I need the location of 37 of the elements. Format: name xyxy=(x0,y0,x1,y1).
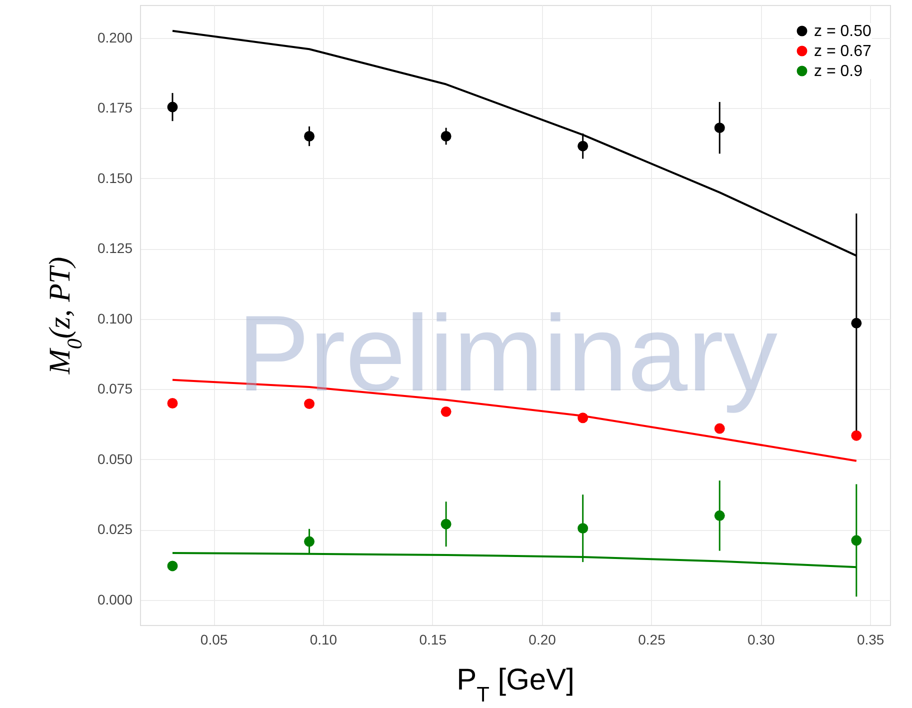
x-tick-label: 0.30 xyxy=(748,632,775,648)
x-tick-label: 0.35 xyxy=(856,632,884,648)
legend-label: z = 0.67 xyxy=(814,43,872,60)
point xyxy=(440,131,452,142)
x-axis-title: P$_{T}$ [GeV] xyxy=(456,664,574,706)
point xyxy=(851,535,862,546)
point xyxy=(578,412,588,424)
y-tick-label: 0.050 xyxy=(97,450,133,467)
x-tick-label: 0.10 xyxy=(310,632,338,648)
y-tick-label: 0.075 xyxy=(97,380,133,397)
annotation: Preliminary xyxy=(237,292,778,414)
point xyxy=(440,518,452,530)
x-tick-label: 0.15 xyxy=(419,632,447,648)
legend-label: z = 0.50 xyxy=(814,23,872,40)
point xyxy=(851,430,862,441)
y-tick-label: 0.150 xyxy=(97,170,133,186)
y-tick-label: 0.000 xyxy=(97,591,133,608)
x-tick-label: 0.05 xyxy=(200,632,228,648)
point xyxy=(578,523,588,534)
point xyxy=(578,140,588,152)
y-tick-label: 0.025 xyxy=(97,521,133,538)
y-tick-label: 0.125 xyxy=(97,240,133,256)
point xyxy=(714,510,725,521)
point xyxy=(714,423,725,434)
point xyxy=(167,560,178,572)
point xyxy=(167,398,178,408)
x-tick-label: 0.20 xyxy=(528,632,556,648)
point xyxy=(304,131,315,142)
x-tick-label: 0.25 xyxy=(638,632,666,648)
point xyxy=(714,122,725,134)
y-tick-label: 0.200 xyxy=(97,29,133,46)
point xyxy=(167,102,178,112)
y-tick-label: 0.175 xyxy=(97,100,133,116)
y-tick-label: 0.100 xyxy=(97,310,133,326)
legend-label: z = 0.9 xyxy=(814,63,863,80)
point xyxy=(851,318,862,328)
point xyxy=(304,536,315,547)
